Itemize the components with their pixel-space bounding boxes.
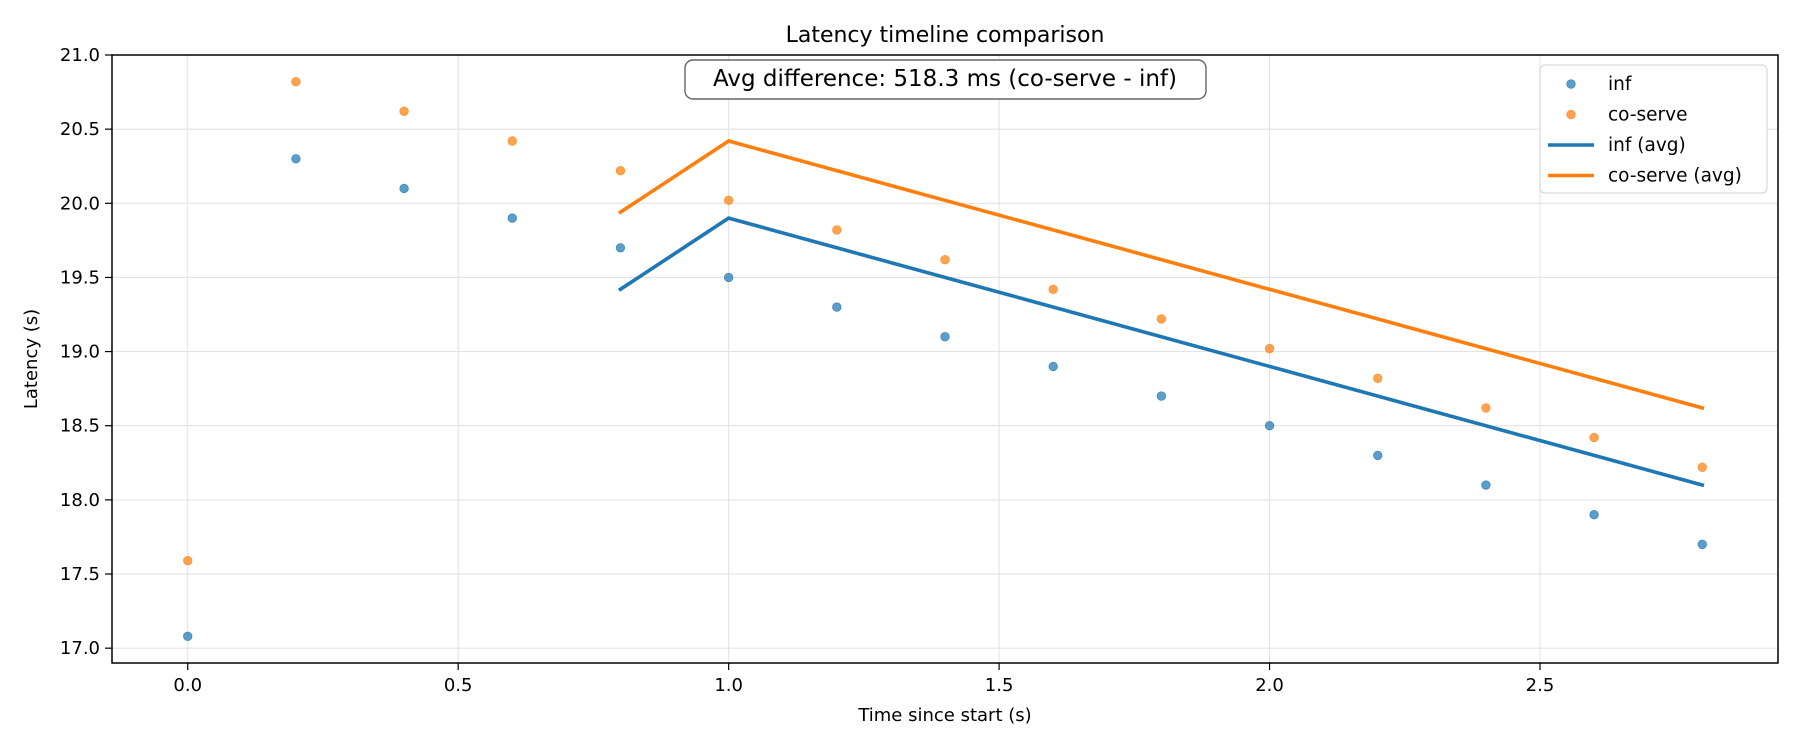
x-tick-label-0: 0.0: [173, 675, 202, 696]
legend-marker-co-serve: [1566, 109, 1576, 120]
point-co-serve-7: [940, 254, 950, 265]
annotation-box: [684, 59, 1207, 100]
y-tick-label-2: 18.0: [60, 490, 100, 511]
point-co-serve-13: [1589, 432, 1599, 443]
legend-label-inf-avg: inf (avg): [1608, 135, 1686, 156]
x-tick-label-5: 2.5: [1526, 675, 1555, 696]
annotation-text: Avg difference: 518.3 ms (co-serve - inf…: [713, 66, 1177, 92]
point-inf-11: [1373, 450, 1383, 461]
x-axis-label: Time since start (s): [857, 705, 1031, 726]
point-co-serve-11: [1373, 373, 1383, 383]
point-inf-8: [1048, 361, 1058, 372]
point-co-serve-4: [615, 165, 626, 176]
y-tick-label-1: 17.5: [60, 564, 100, 585]
legend-label-inf: inf: [1608, 74, 1632, 95]
x-axis-ticks: 0.0 0.5 1.0 1.5 2.0 2.5: [173, 663, 1554, 696]
series-layer: [183, 76, 1707, 642]
x-tick-label-3: 1.5: [985, 675, 1014, 696]
legend-label-co-serve-avg: co-serve (avg): [1608, 166, 1742, 187]
chart-title: Latency timeline comparison: [786, 23, 1105, 48]
y-tick-label-6: 20.0: [60, 193, 100, 214]
y-axis-label: Latency (s): [21, 309, 42, 409]
point-co-serve-10: [1264, 343, 1275, 354]
point-co-serve-5: [723, 195, 734, 206]
point-co-serve-14: [1697, 462, 1707, 472]
point-inf-13: [1589, 510, 1599, 520]
point-inf-0: [183, 631, 193, 642]
point-inf-6: [832, 302, 842, 312]
point-co-serve-2: [399, 106, 409, 117]
point-co-serve-3: [507, 136, 517, 146]
x-tick-label-2: 1.0: [714, 675, 743, 696]
y-tick-label-3: 18.5: [60, 416, 100, 437]
point-co-serve-6: [832, 225, 842, 235]
point-inf-1: [291, 154, 301, 164]
point-inf-9: [1156, 391, 1167, 401]
point-co-serve-9: [1156, 314, 1167, 324]
y-axis-ticks: 17.0 17.5 18.0 18.5 19.0 19.5 20.0 20.5 21.0: [60, 45, 112, 659]
point-co-serve-8: [1048, 284, 1058, 295]
point-co-serve-0: [183, 555, 193, 566]
y-tick-label-4: 19.0: [60, 342, 100, 363]
point-inf-4: [615, 243, 626, 253]
point-inf-7: [940, 332, 950, 342]
legend: inf co-serve inf (avg) co-serve (avg): [1539, 64, 1768, 194]
point-co-serve-1: [291, 76, 301, 87]
series-line-inf-avg: [617, 216, 1705, 488]
legend-box: [1539, 64, 1768, 194]
point-co-serve-12: [1481, 403, 1491, 413]
legend-marker-inf: [1566, 79, 1576, 89]
point-inf-2: [399, 183, 409, 194]
point-inf-10: [1264, 421, 1275, 431]
plot-frame: [111, 54, 1779, 664]
point-inf-14: [1697, 539, 1707, 550]
point-inf-5: [723, 272, 734, 283]
point-inf-12: [1481, 480, 1491, 490]
point-inf-3: [507, 213, 517, 223]
x-tick-label-4: 2.0: [1255, 675, 1284, 696]
legend-label-co-serve: co-serve: [1608, 105, 1687, 126]
series-line-co-serve-avg: [617, 139, 1705, 411]
y-tick-label-0: 17.0: [60, 638, 100, 659]
y-tick-label-5: 19.5: [60, 267, 100, 288]
x-tick-label-1: 0.5: [444, 675, 473, 696]
y-tick-label-7: 20.5: [60, 119, 100, 140]
y-tick-label-8: 21.0: [60, 45, 100, 66]
